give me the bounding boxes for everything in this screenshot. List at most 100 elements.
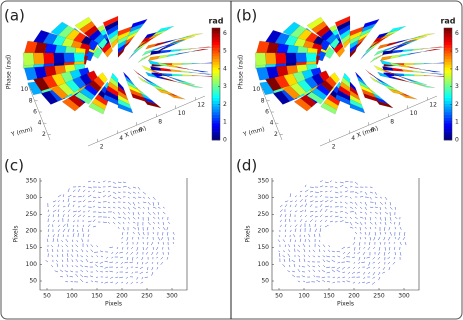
vector-arrow [366,266,371,269]
vector-arrow [294,195,297,198]
vector-arrow [364,191,368,196]
colorbar-cell [212,36,220,40]
vector-arrow [294,239,296,243]
colorbar-cell [212,30,220,34]
vector-arrow [146,226,149,231]
vector-arrow [72,189,76,193]
vector-arrow [288,244,291,248]
vector-arrow [62,264,64,268]
vector-arrow [389,216,392,221]
surface-strip [167,39,186,46]
x-tick-label: 150 [323,293,335,300]
vector-arrow [66,274,69,278]
colorbar-cell [444,128,452,132]
vector-arrow [354,201,358,206]
y-tick-label: 2 [274,131,278,138]
vector-arrow [115,276,119,278]
vector-arrow [72,239,74,243]
vector-arrow [301,275,306,278]
vector-arrow [151,271,154,276]
surface-strip [293,98,312,112]
vector-arrow [378,246,381,251]
vector-arrow [389,221,392,224]
vector-arrow [318,249,321,253]
vector-arrow [294,224,298,228]
vector-arrow [157,201,159,206]
vector-arrow [367,246,371,251]
colorbar-cell [444,42,452,46]
vector-arrow [284,244,287,248]
z-axis-label: Phase (rad) [238,55,245,89]
vector-arrow [172,241,174,244]
vector-arrow [312,265,316,268]
vector-arrow [359,201,363,204]
vector-arrow [57,244,59,248]
vector-arrow [97,211,102,213]
vector-arrow [322,255,326,258]
vector-arrow [279,253,281,258]
vector-arrow [317,265,321,268]
vector-arrow [167,221,171,224]
y-tick-label: 6 [265,109,269,116]
vector-arrow [354,216,358,220]
vector-arrow [126,281,129,285]
vector-arrow [304,195,308,198]
vector-arrow [115,261,119,264]
vector-arrow [284,235,287,238]
vector-arrow [52,204,56,208]
vector-arrow [329,220,333,223]
vector-arrow [354,206,357,209]
axes-frame [271,178,420,291]
surface-strip [131,93,148,103]
vector-arrow [374,211,378,215]
vector-arrow [319,203,323,208]
vector-arrow [277,239,281,243]
y-axis-label: Pixels [13,225,20,242]
vector-arrow [318,269,321,273]
vector-arrow [119,251,124,254]
vector-arrow [142,206,145,209]
vector-arrow [60,276,64,278]
surface-strip [265,77,282,92]
y-tick-label: 10 [21,86,29,93]
colorbar-cell [444,114,452,118]
vector-arrow [349,206,353,209]
vector-arrow [314,216,318,218]
vector-arrow [82,195,85,198]
vector-arrow [356,271,361,274]
vector-arrow [374,226,377,229]
vector-arrow [82,233,85,238]
vector-arrow [127,186,131,190]
vector-arrow [136,251,139,255]
vector-arrow [279,204,283,208]
vector-arrow [136,276,139,280]
vector-arrow [357,251,361,255]
vector-arrow [399,241,402,246]
colorbar-cell [444,61,452,65]
vector-arrow [346,280,351,283]
vector-arrow [95,264,99,268]
surface-strip [131,18,148,29]
vector-arrow [321,269,326,273]
vector-arrow [328,245,331,248]
vector-arrow [161,236,164,241]
surface-strip [23,67,38,81]
x-tick-label: 8 [390,118,394,125]
y-tick-label: 350 [258,178,270,185]
vector-arrow [368,261,371,266]
vector-arrow [126,256,129,261]
vector-arrow [388,266,391,271]
y-tick-label: 300 [26,194,38,201]
surface-strip [63,52,75,63]
colorbar-cell [212,81,220,85]
vector-arrow [363,246,366,249]
vector-arrow [319,194,323,198]
vector-arrow [147,216,150,221]
panel-label: (d) [236,157,257,175]
surface-strip [334,94,351,106]
vector-arrow [373,236,376,241]
colorbar-cell [444,89,452,93]
x-tick-label: 6 [371,127,375,134]
vector-arrow [377,236,381,241]
vector-arrow [329,215,333,218]
